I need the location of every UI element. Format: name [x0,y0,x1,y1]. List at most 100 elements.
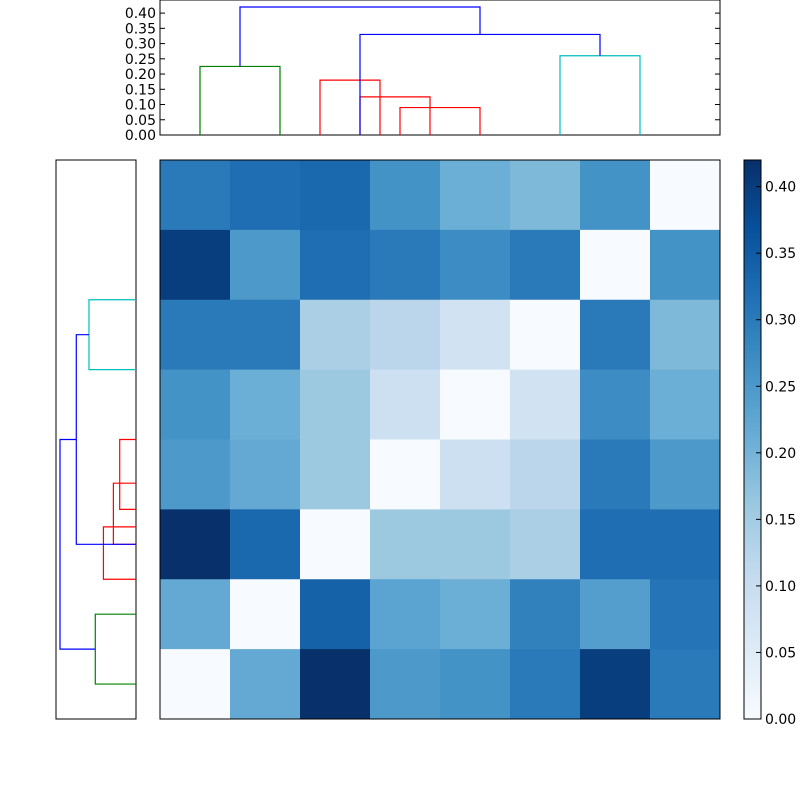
heatmap-cell [440,579,511,650]
heatmap-cell [580,509,651,580]
heatmap-cell [440,299,511,371]
heatmap-cell [580,160,651,231]
heatmap-cell [440,509,511,580]
heatmap-cell [440,160,511,231]
top-dendrogram-link [359,96,431,135]
colorbar-tick-label: 0.20 [765,446,796,462]
heatmap-cell [580,299,651,371]
top-dendrogram: 0.000.050.100.150.200.250.300.350.40 [125,0,721,144]
heatmap-cell [650,299,721,371]
heatmap-cell [440,229,511,301]
heatmap-cell [580,649,651,720]
heatmap-cell [230,439,301,510]
top-dendrogram-tick-label: 0.40 [125,6,156,22]
heatmap-cell [160,160,231,231]
heatmap-cell [510,579,581,650]
top-dendrogram-tick-label: 0.05 [125,113,156,129]
heatmap-cell [370,509,441,580]
heatmap-cell [160,579,231,650]
heatmap-cell [230,299,301,371]
heatmap-cell [230,579,301,650]
heatmap-cell [300,439,371,510]
heatmap-cell [650,160,721,231]
top-dendrogram-tick-label: 0.10 [125,98,156,114]
left-dendrogram-link [112,482,136,545]
top-dendrogram-tick-label: 0.30 [125,37,156,53]
top-dendrogram-tick-label: 0.25 [125,52,156,68]
heatmap-cell [300,299,371,371]
colorbar-tick-label: 0.40 [765,180,796,196]
heatmap-cell [370,229,441,301]
heatmap-cell [510,160,581,231]
colorbar-tick-label: 0.25 [765,379,796,395]
top-dendrogram-link [399,106,481,135]
colorbar-tick-label: 0.05 [765,645,796,661]
heatmap-cell [230,369,301,440]
heatmap-cell [580,369,651,440]
left-dendrogram-link [88,299,136,371]
heatmap-cell [230,160,301,231]
heatmap-cell [160,649,231,720]
heatmap-cell [580,229,651,301]
top-dendrogram-frame [159,0,721,136]
top-dendrogram-link [359,33,601,135]
heatmap-cell [650,229,721,301]
heatmap-cell [650,509,721,580]
heatmap-cell [300,509,371,580]
colorbar-tick-label: 0.30 [765,313,796,329]
heatmap-cell [440,649,511,720]
heatmap-cell [510,439,581,510]
heatmap-cell [300,579,371,650]
left-dendrogram-link [119,438,136,510]
heatmap-cell [580,579,651,650]
heatmap-cell [370,299,441,371]
left-dendrogram-links [59,299,136,685]
heatmap-cell [370,649,441,720]
heatmap-cell [510,649,581,720]
top-dendrogram-link [319,79,381,135]
top-dendrogram-tick-label: 0.00 [125,128,156,144]
colorbar: 0.00 0.05 0.10 0.15 0.20 0.25 0.30 0.35 0.40 [743,159,796,728]
left-dendrogram-link [59,438,96,650]
top-dendrogram-links [199,6,641,135]
heatmap-cell [160,509,231,580]
heatmap-cells [160,160,721,720]
heatmap-cell [300,160,371,231]
heatmap-cell [510,509,581,580]
heatmap-cell [650,649,721,720]
top-dendrogram-tick-label: 0.15 [125,82,156,98]
colorbar-tick-label: 0.10 [765,579,796,595]
colorbar-tick-label: 0.00 [765,712,796,728]
heatmap-cell [300,649,371,720]
left-dendrogram-link [102,526,136,580]
heatmap-cell [510,299,581,371]
heatmap [159,159,721,720]
colorbar-tick-label: 0.35 [765,246,796,262]
heatmap-cell [230,229,301,301]
colorbar-tick-label: 0.15 [765,512,796,528]
top-dendrogram-link [199,65,281,135]
heatmap-cell [440,369,511,440]
heatmap-cell [650,579,721,650]
heatmap-cell [650,369,721,440]
top-dendrogram-link [239,6,481,67]
heatmap-cell [510,369,581,440]
top-dendrogram-tick-label: 0.35 [125,21,156,37]
heatmap-cell [440,439,511,510]
left-dendrogram [55,159,137,720]
top-dendrogram-y-axis: 0.000.050.100.150.200.250.300.350.40 [125,6,720,144]
heatmap-cell [370,439,441,510]
heatmap-cell [300,369,371,440]
heatmap-cell [160,229,231,301]
heatmap-frame [159,159,721,720]
heatmap-cell [370,579,441,650]
heatmap-cell [230,649,301,720]
heatmap-cell [580,439,651,510]
top-dendrogram-tick-label: 0.20 [125,67,156,83]
heatmap-cell [370,160,441,231]
heatmap-cell [650,439,721,510]
colorbar-axis: 0.00 0.05 0.10 0.15 0.20 0.25 0.30 0.35 0.40 [756,180,796,728]
heatmap-cell [510,229,581,301]
